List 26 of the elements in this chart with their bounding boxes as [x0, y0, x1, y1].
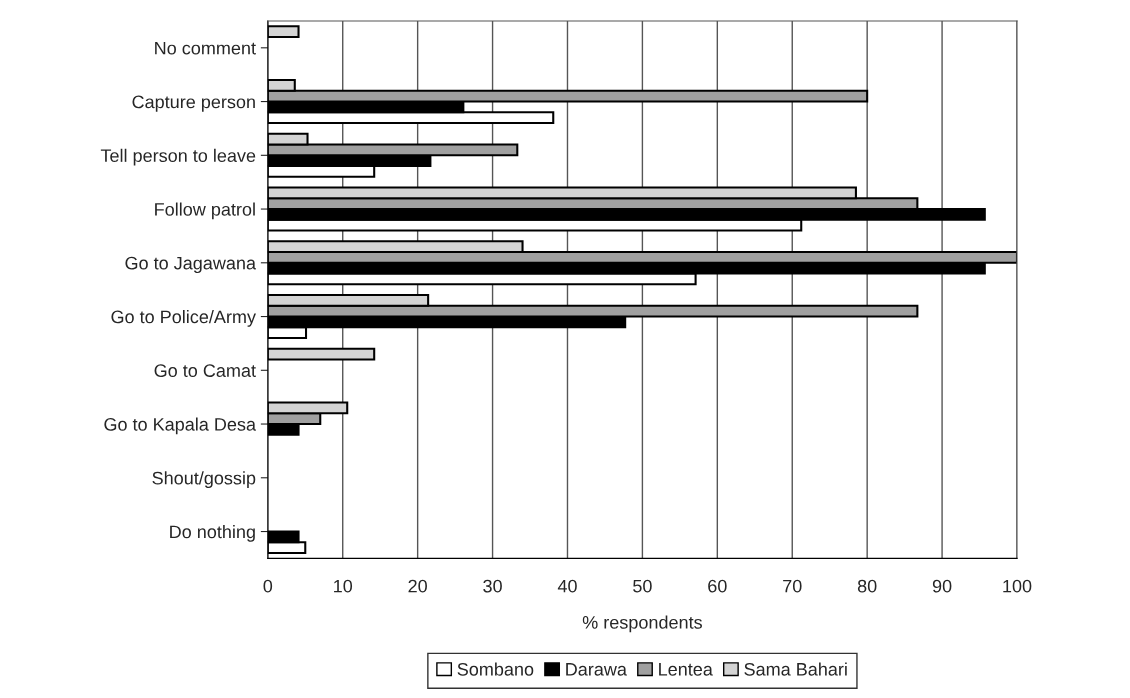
x-tick-label: 30 [483, 579, 502, 593]
y-tick-label: Go to Police/Army [111, 310, 256, 327]
legend-label: Lentea [659, 663, 713, 676]
x-tick-label: 100 [1003, 579, 1032, 593]
x-tick-label: 90 [932, 579, 952, 593]
x-tick-label: 50 [633, 579, 652, 593]
x-tick-label: 40 [557, 579, 577, 593]
x-tick-label: 0 [263, 579, 273, 593]
y-tick-label: Go to Jagawana [125, 256, 257, 274]
y-tick-label: No comment [155, 41, 256, 55]
x-axis-title: % respondents [582, 615, 702, 633]
x-tick-label: 20 [408, 579, 427, 593]
y-tick-label: Go to Camat [154, 364, 256, 378]
y-tick-label: Follow patrol [155, 202, 255, 220]
x-tick-label: 10 [334, 579, 353, 593]
y-tick-label: Shout/gossip [152, 471, 256, 489]
x-tick-label: 70 [783, 579, 802, 593]
y-tick-label: Do nothing [170, 524, 255, 542]
legend-label: Sombano [457, 662, 534, 676]
y-tick-label: Go to Kapala Desa [104, 417, 257, 435]
y-tick-label: Capture person [132, 95, 255, 112]
x-tick-label: 60 [708, 579, 727, 593]
legend-label: Sama Bahari [744, 662, 847, 676]
legend-label: Darawa [566, 663, 627, 676]
x-tick-label: 80 [857, 579, 877, 593]
y-tick-label: Tell person to leave [100, 148, 256, 166]
